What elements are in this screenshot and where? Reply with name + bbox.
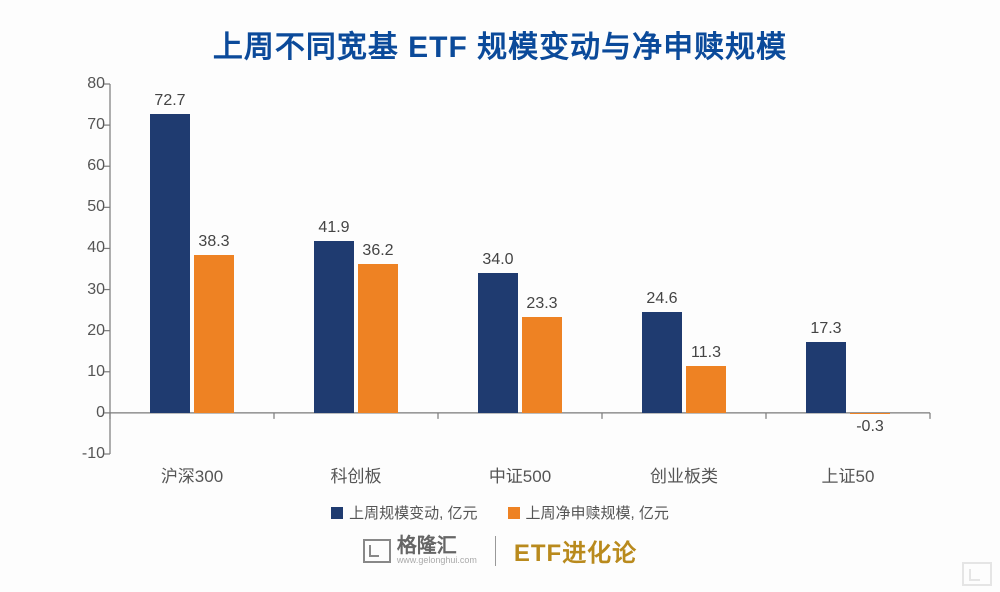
y-tick-label: 50 [60,198,105,216]
bar-value-label: 11.3 [691,344,721,362]
bar [642,312,682,413]
y-axis-labels: -1001020304050607080 [60,84,105,454]
chart-area: -1001020304050607080 72.738.341.936.234.… [60,84,940,490]
brand-url: www.gelonghui.com [397,556,477,565]
bar [806,342,846,413]
legend-swatch-icon [508,507,520,519]
bar [194,255,234,412]
y-tick-label: 0 [60,404,105,422]
legend: 上周规模变动, 亿元 上周净申赎规模, 亿元 [0,502,1000,523]
legend-item: 上周净申赎规模, 亿元 [508,502,669,523]
legend-swatch-icon [331,507,343,519]
x-tick-label: 创业板类 [650,462,718,487]
x-tick-label: 科创板 [331,462,382,487]
x-tick-label: 中证500 [489,462,551,487]
bar-value-label: 24.6 [646,290,677,308]
bar [314,241,354,413]
x-tick-label: 上证50 [822,462,875,487]
y-tick-label: 10 [60,363,105,381]
bar [686,366,726,412]
legend-label: 上周规模变动, 亿元 [349,502,477,523]
bar-value-label: 72.7 [154,92,185,110]
y-tick-label: -10 [60,445,105,463]
bar-value-label: 34.0 [482,251,513,269]
footer: 格隆汇 www.gelonghui.com ETF进化论 [0,533,1000,568]
y-tick-label: 20 [60,322,105,340]
bar-value-label: 23.3 [526,295,557,313]
watermark-icon [962,562,992,586]
brand-left: 格隆汇 www.gelonghui.com [363,536,477,565]
brand-right: ETF进化论 [514,533,637,568]
footer-divider [495,536,496,566]
y-tick-label: 60 [60,157,105,175]
legend-label: 上周净申赎规模, 亿元 [526,502,669,523]
bar [850,413,890,414]
bar [358,264,398,413]
y-tick-label: 70 [60,116,105,134]
y-tick-label: 40 [60,239,105,257]
legend-item: 上周规模变动, 亿元 [331,502,477,523]
bar-value-label: 36.2 [362,242,393,260]
bar [522,317,562,413]
bar-value-label: 17.3 [810,320,841,338]
bar-value-label: 41.9 [318,219,349,237]
y-tick-label: 30 [60,281,105,299]
bar [150,114,190,413]
brand-name: 格隆汇 [397,536,477,556]
chart-title: 上周不同宽基 ETF 规模变动与净申赎规模 [0,0,1000,66]
brand-logo-icon [363,539,391,563]
bar [478,273,518,413]
x-tick-label: 沪深300 [161,462,223,487]
bars-layer: 72.7 38.3 41.9 36.2 34.0 23.3 24.6 11.3 17.3 -0.3 [110,84,930,454]
bar-value-label: -0.3 [856,418,884,436]
y-tick-label: 80 [60,75,105,93]
bar-value-label: 38.3 [198,233,229,251]
